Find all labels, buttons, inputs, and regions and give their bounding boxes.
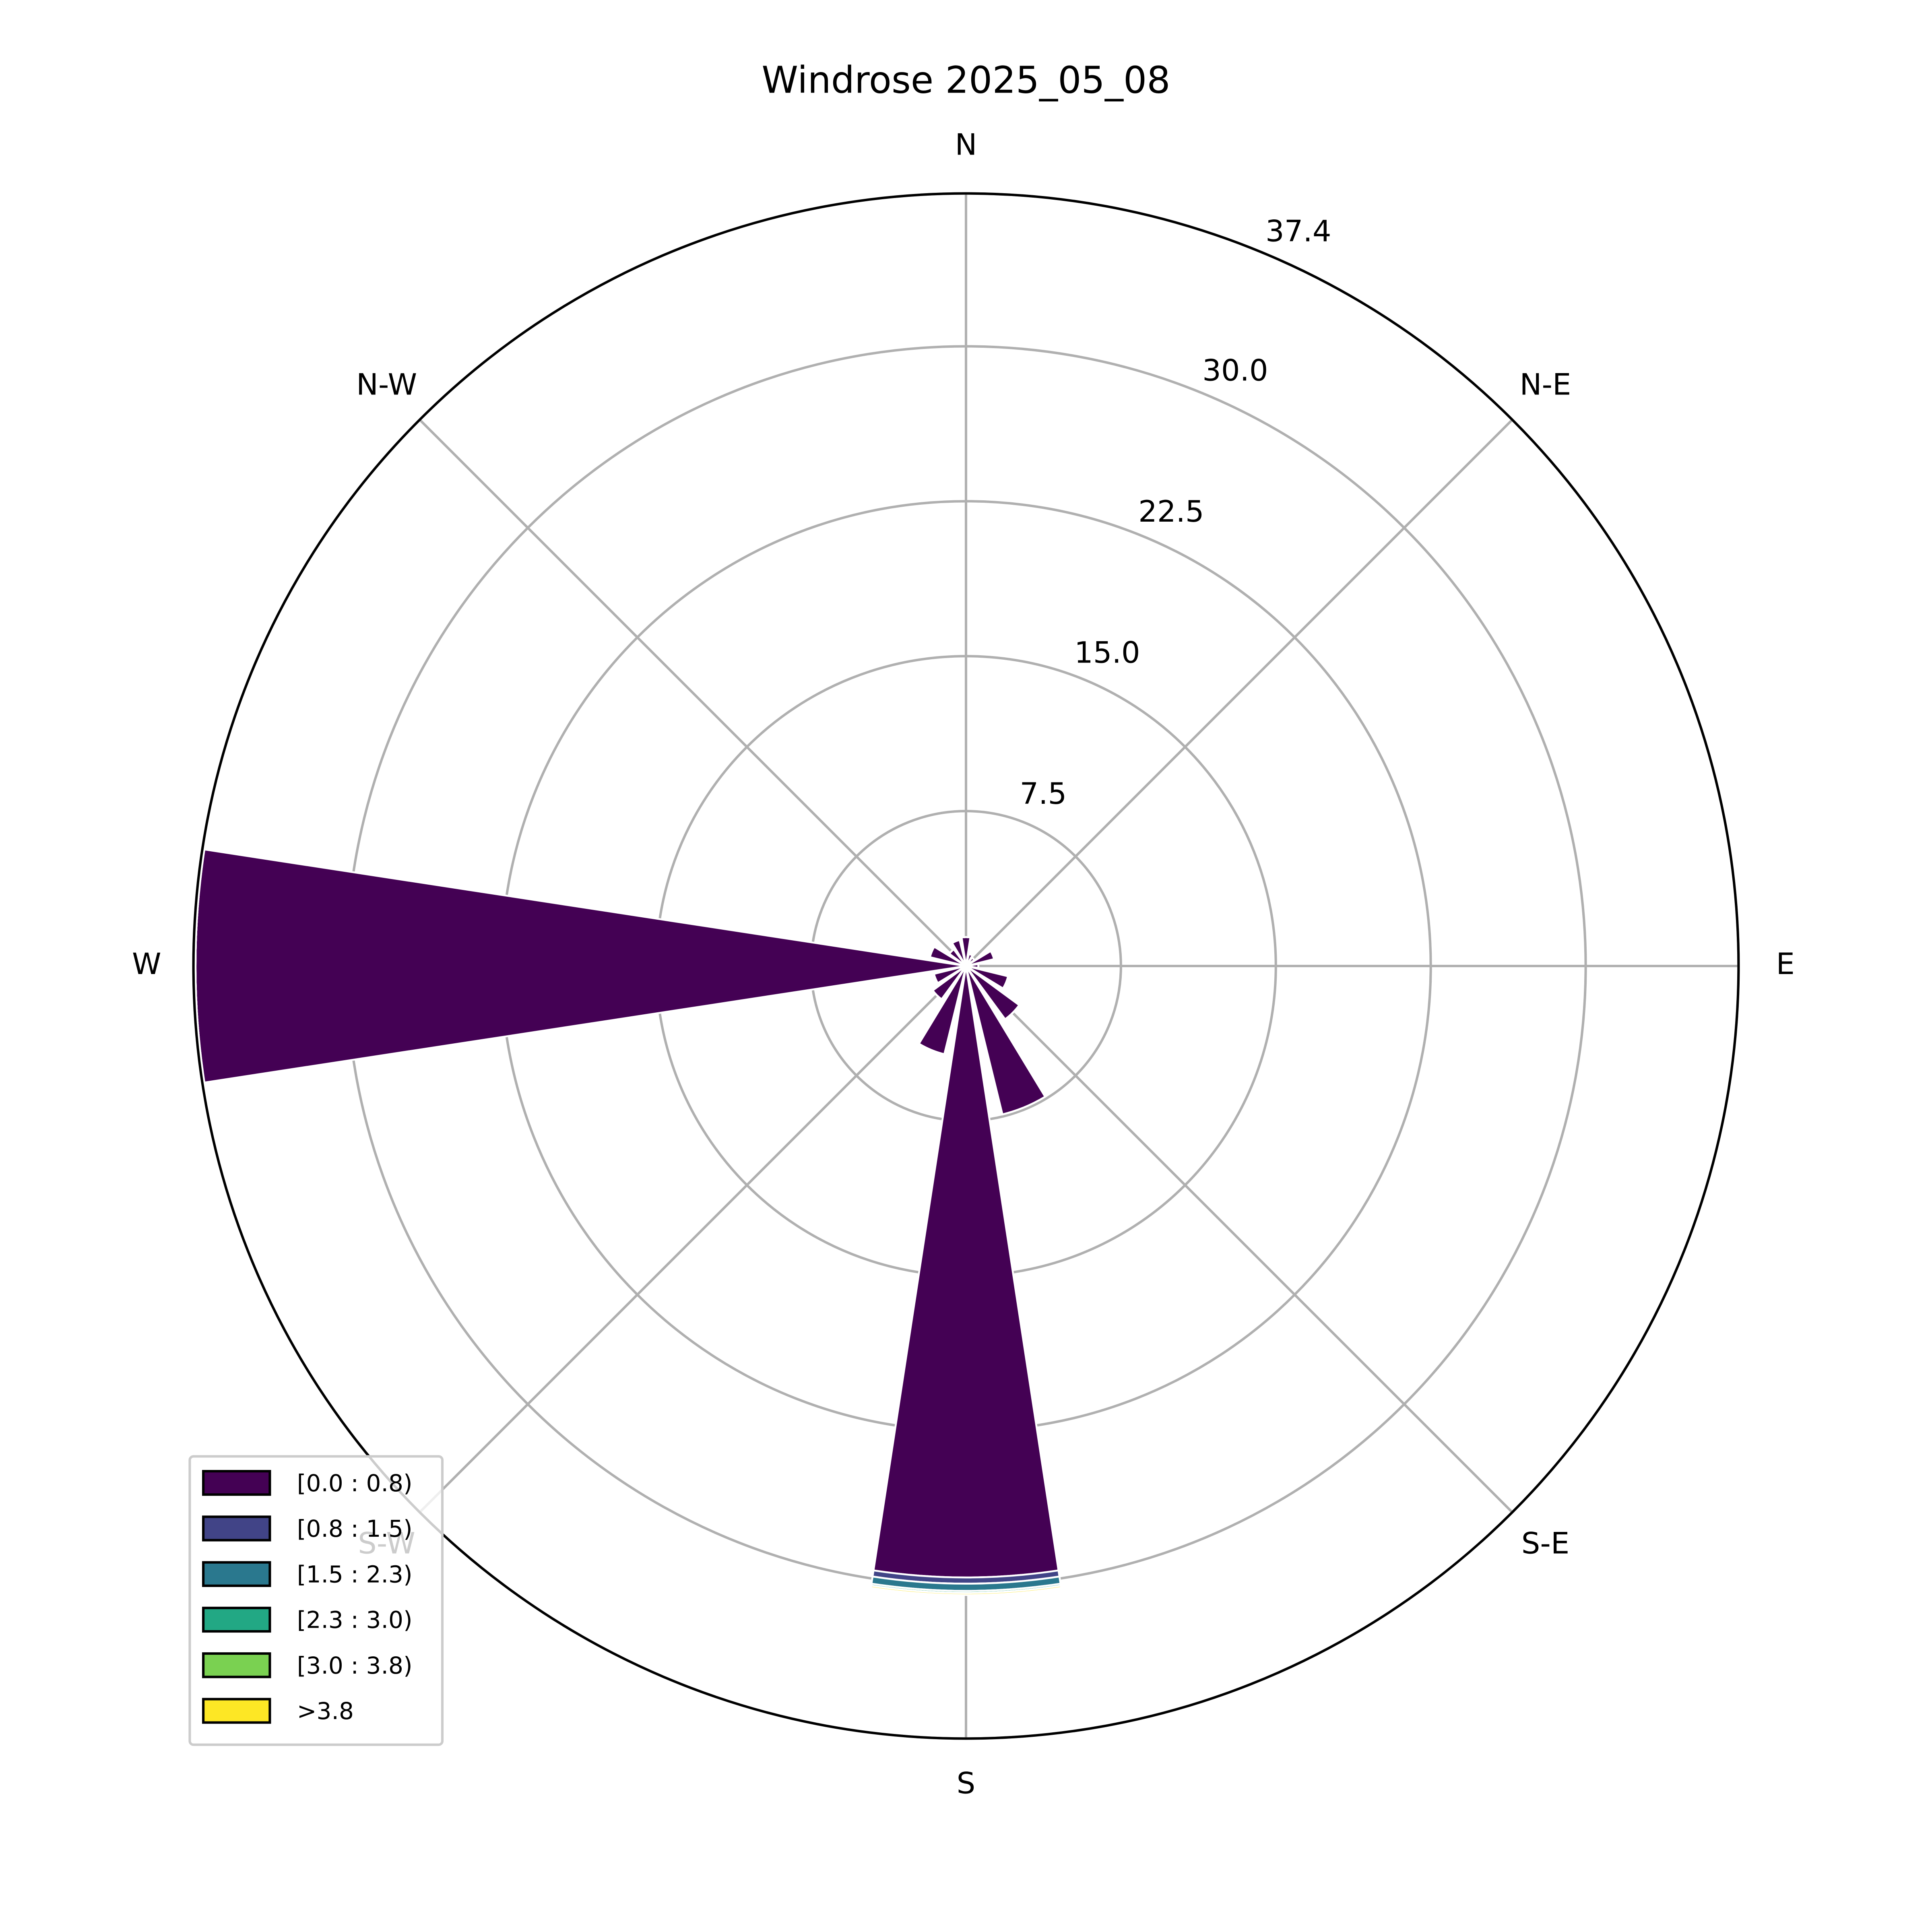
direction-label: S	[957, 1767, 976, 1801]
grid-spoke	[419, 419, 967, 967]
legend-label: [0.8 : 1.5)	[297, 1515, 413, 1542]
direction-label: N-W	[356, 368, 417, 402]
legend-label: >3.8	[297, 1697, 354, 1725]
direction-label: N-E	[1520, 368, 1571, 402]
direction-label: W	[132, 947, 161, 981]
direction-label: S-E	[1521, 1526, 1570, 1560]
direction-label: N	[955, 128, 977, 162]
wedge	[948, 948, 955, 955]
direction-label: E	[1776, 947, 1795, 981]
wedge	[932, 990, 942, 1000]
wedge	[952, 939, 960, 944]
legend: [0.0 : 0.8) [0.8 : 1.5) [1.5 : 2.3) [2.3 : …	[188, 1455, 444, 1746]
r-tick-label: 22.5	[1138, 495, 1204, 529]
legend-swatch	[202, 1606, 271, 1633]
r-tick-label: 37.4	[1265, 215, 1331, 249]
polar-frame	[192, 192, 1740, 1740]
grid-spoke	[965, 965, 1513, 1513]
legend-swatch	[202, 1652, 271, 1678]
wedge	[1004, 1004, 1020, 1020]
wedge	[870, 1585, 1062, 1596]
wedge	[872, 966, 1060, 1579]
legend-label: [3.0 : 3.8)	[297, 1652, 413, 1679]
wedge	[990, 950, 995, 960]
legend-swatch	[202, 1470, 271, 1496]
r-tick-label: 7.5	[1020, 777, 1067, 811]
legend-label: [0.0 : 0.8)	[297, 1470, 413, 1497]
legend-swatch	[202, 1515, 271, 1542]
r-tick-label: 15.0	[1074, 636, 1140, 670]
wedge	[194, 848, 966, 1084]
wedge	[918, 1043, 945, 1055]
chart-title: Windrose 2025_05_08	[762, 58, 1170, 101]
grid-spoke	[419, 965, 967, 1513]
wedge	[968, 953, 973, 956]
legend-label: [2.3 : 3.0)	[297, 1606, 413, 1634]
legend-swatch	[202, 1698, 271, 1724]
wedge	[929, 946, 935, 958]
grid-spoke	[965, 419, 1513, 967]
r-tick-label: 30.0	[1202, 353, 1268, 388]
legend-label: [1.5 : 2.3)	[297, 1560, 413, 1588]
legend-swatch	[202, 1561, 271, 1587]
